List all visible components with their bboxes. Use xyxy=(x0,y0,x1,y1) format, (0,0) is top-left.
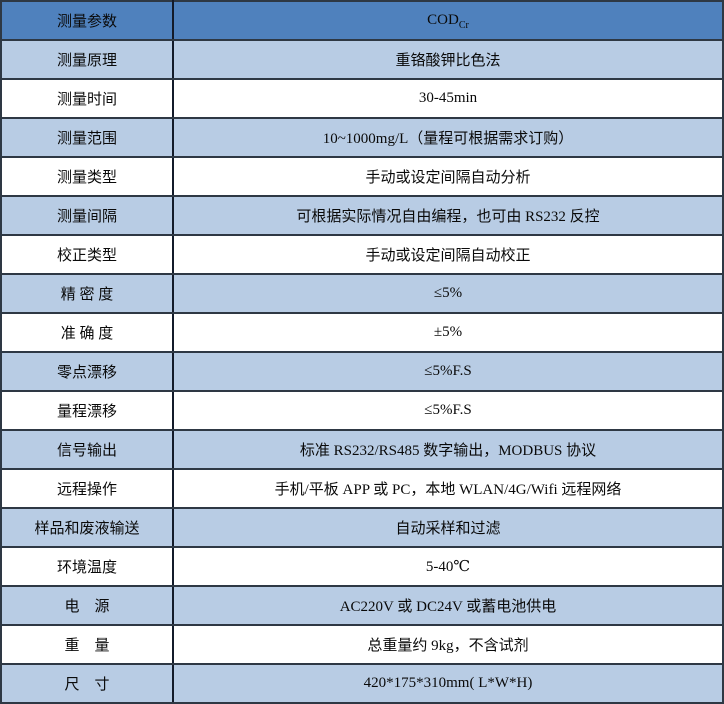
param-cell: 零点漂移 xyxy=(0,351,174,392)
value-text: ±5% xyxy=(433,324,463,340)
value-text: ≤5%F.S xyxy=(424,363,472,379)
value-cell: ±5% xyxy=(172,312,724,353)
param-cell: 电 源 xyxy=(0,585,174,626)
param-label: 样品和废液输送 xyxy=(34,521,140,537)
value-text: CODCr xyxy=(427,12,469,31)
value-cell: 重铬酸钾比色法 xyxy=(172,39,724,80)
param-label: 信号输出 xyxy=(56,443,117,459)
value-cell: 总重量约 9kg，不含试剂 xyxy=(172,624,724,665)
param-label: 量程漂移 xyxy=(56,404,117,420)
param-cell: 精 密 度 xyxy=(0,273,174,314)
param-label: 电 源 xyxy=(64,599,110,615)
value-cell: 5-40℃ xyxy=(172,546,724,587)
table-row: 测量时间 30-45min xyxy=(0,78,724,119)
value-cell: CODCr xyxy=(172,0,724,41)
param-cell: 准 确 度 xyxy=(0,312,174,353)
table-row: 校正类型 手动或设定间隔自动校正 xyxy=(0,234,724,275)
table-row: 信号输出 标准 RS232/RS485 数字输出，MODBUS 协议 xyxy=(0,429,724,470)
param-label: 环境温度 xyxy=(56,560,117,576)
value-cell: 手动或设定间隔自动校正 xyxy=(172,234,724,275)
param-label: 尺 寸 xyxy=(64,677,110,693)
value-cell: 标准 RS232/RS485 数字输出，MODBUS 协议 xyxy=(172,429,724,470)
table-row: 测量范围 10~1000mg/L（量程可根据需求订购） xyxy=(0,117,724,158)
param-label: 准 确 度 xyxy=(60,326,114,342)
value-text: 重铬酸钾比色法 xyxy=(395,53,501,69)
param-label: 测量类型 xyxy=(56,170,117,186)
param-label: 测量间隔 xyxy=(56,209,117,225)
param-cell: 测量类型 xyxy=(0,156,174,197)
param-label: 精 密 度 xyxy=(60,287,114,303)
value-text: ≤5%F.S xyxy=(424,402,472,418)
value-cell: 手动或设定间隔自动分析 xyxy=(172,156,724,197)
value-text: 自动采样和过滤 xyxy=(395,521,501,537)
value-cell: 自动采样和过滤 xyxy=(172,507,724,548)
param-label: 测量时间 xyxy=(56,92,117,108)
value-cell: 可根据实际情况自由编程，也可由 RS232 反控 xyxy=(172,195,724,236)
table-row: 零点漂移 ≤5%F.S xyxy=(0,351,724,392)
value-text: 手动或设定间隔自动校正 xyxy=(365,248,531,264)
table-row: 精 密 度 ≤5% xyxy=(0,273,724,314)
param-label: 零点漂移 xyxy=(56,365,117,381)
param-cell: 样品和废液输送 xyxy=(0,507,174,548)
value-text: 420*175*310mm( L*W*H) xyxy=(363,675,533,691)
value-text: 标准 RS232/RS485 数字输出，MODBUS 协议 xyxy=(299,443,597,459)
value-text: 可根据实际情况自由编程，也可由 RS232 反控 xyxy=(296,209,600,225)
value-text: 总重量约 9kg，不含试剂 xyxy=(367,638,529,654)
param-cell: 测量时间 xyxy=(0,78,174,119)
param-cell: 校正类型 xyxy=(0,234,174,275)
param-label: 测量原理 xyxy=(56,53,117,69)
cod-subscript: Cr xyxy=(458,20,469,31)
value-cell: AC220V 或 DC24V 或蓄电池供电 xyxy=(172,585,724,626)
table-row: 测量原理 重铬酸钾比色法 xyxy=(0,39,724,80)
table-row: 量程漂移 ≤5%F.S xyxy=(0,390,724,431)
value-text: AC220V 或 DC24V 或蓄电池供电 xyxy=(339,599,557,615)
value-text: ≤5% xyxy=(433,285,463,301)
table-row: 测量间隔 可根据实际情况自由编程，也可由 RS232 反控 xyxy=(0,195,724,236)
param-cell: 环境温度 xyxy=(0,546,174,587)
param-label: 测量参数 xyxy=(56,14,117,30)
table-row: 准 确 度 ±5% xyxy=(0,312,724,353)
value-cell: ≤5%F.S xyxy=(172,390,724,431)
value-cell: ≤5%F.S xyxy=(172,351,724,392)
table-row: 重 量 总重量约 9kg，不含试剂 xyxy=(0,624,724,665)
cod-label: COD xyxy=(427,12,459,28)
param-cell: 测量范围 xyxy=(0,117,174,158)
table-row: 环境温度 5-40℃ xyxy=(0,546,724,587)
table-row: 远程操作 手机/平板 APP 或 PC，本地 WLAN/4G/Wifi 远程网络 xyxy=(0,468,724,509)
value-cell: 10~1000mg/L（量程可根据需求订购） xyxy=(172,117,724,158)
value-text: 10~1000mg/L（量程可根据需求订购） xyxy=(322,131,574,147)
table-row: 电 源 AC220V 或 DC24V 或蓄电池供电 xyxy=(0,585,724,626)
param-cell: 远程操作 xyxy=(0,468,174,509)
value-text: 30-45min xyxy=(418,90,478,106)
param-cell: 测量原理 xyxy=(0,39,174,80)
value-cell: ≤5% xyxy=(172,273,724,314)
param-cell: 测量间隔 xyxy=(0,195,174,236)
param-cell: 量程漂移 xyxy=(0,390,174,431)
value-text: 手机/平板 APP 或 PC，本地 WLAN/4G/Wifi 远程网络 xyxy=(274,482,622,498)
table-row: 尺 寸 420*175*310mm( L*W*H) xyxy=(0,663,724,704)
value-cell: 30-45min xyxy=(172,78,724,119)
param-label: 测量范围 xyxy=(56,131,117,147)
value-text: 手动或设定间隔自动分析 xyxy=(365,170,531,186)
value-cell: 420*175*310mm( L*W*H) xyxy=(172,663,724,704)
param-label: 重 量 xyxy=(64,638,110,654)
param-label: 校正类型 xyxy=(56,248,117,264)
param-cell: 信号输出 xyxy=(0,429,174,470)
param-label: 远程操作 xyxy=(56,482,117,498)
param-cell: 测量参数 xyxy=(0,0,174,41)
value-text: 5-40℃ xyxy=(425,559,471,575)
table-row-header: 测量参数 CODCr xyxy=(0,0,724,41)
value-cell: 手机/平板 APP 或 PC，本地 WLAN/4G/Wifi 远程网络 xyxy=(172,468,724,509)
table-row: 样品和废液输送 自动采样和过滤 xyxy=(0,507,724,548)
param-cell: 尺 寸 xyxy=(0,663,174,704)
table-row: 测量类型 手动或设定间隔自动分析 xyxy=(0,156,724,197)
param-cell: 重 量 xyxy=(0,624,174,665)
